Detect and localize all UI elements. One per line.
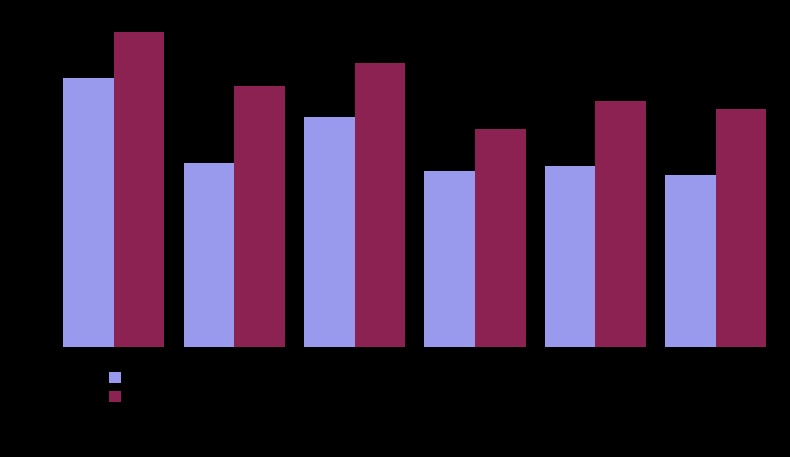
Bar [545, 166, 596, 347]
Bar [665, 175, 716, 347]
Bar [63, 78, 114, 347]
Bar [716, 109, 766, 347]
Bar [424, 170, 475, 347]
Bar [114, 32, 164, 347]
Bar [355, 63, 405, 347]
Bar [183, 163, 234, 347]
Legend:  ,  : , [109, 372, 130, 404]
Bar [596, 101, 646, 347]
Bar [475, 129, 525, 347]
Bar [234, 86, 284, 347]
Bar [304, 117, 355, 347]
